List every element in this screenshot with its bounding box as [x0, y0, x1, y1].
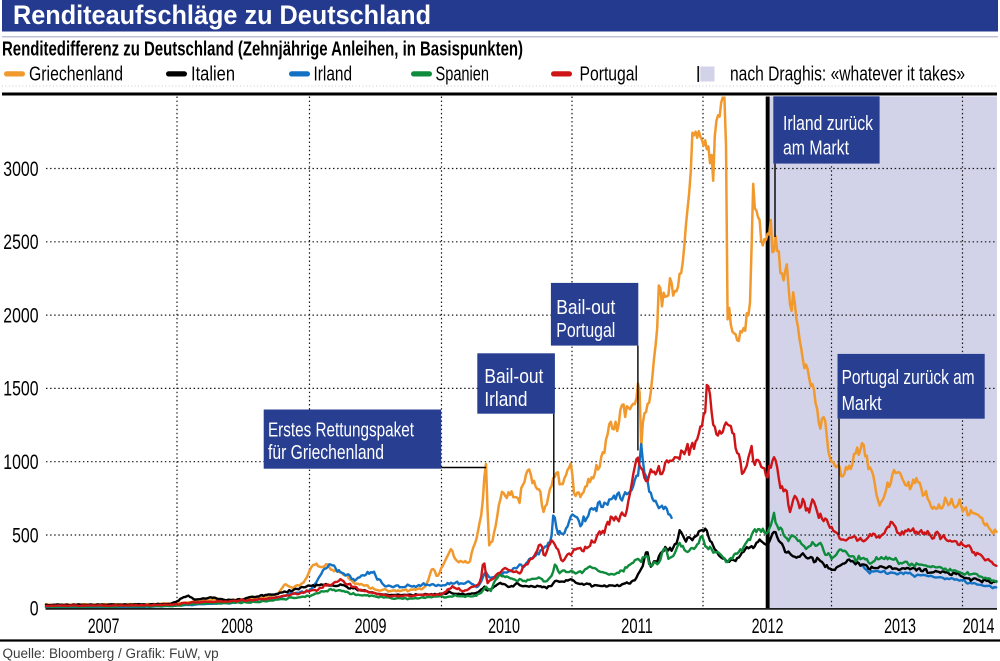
svg-text:Spanien: Spanien — [436, 64, 490, 86]
svg-text:am Markt: am Markt — [783, 137, 849, 160]
svg-text:2012: 2012 — [752, 615, 784, 638]
svg-text:2014: 2014 — [963, 615, 995, 638]
svg-text:2008: 2008 — [221, 615, 253, 638]
svg-text:nach Draghis: «whatever it tak: nach Draghis: «whatever it takes» — [730, 64, 965, 86]
svg-text:500: 500 — [12, 524, 38, 547]
svg-text:3000: 3000 — [3, 158, 38, 181]
svg-text:Portugal zurück am: Portugal zurück am — [842, 366, 975, 389]
svg-text:Portugal: Portugal — [556, 319, 615, 342]
svg-text:Griechenland: Griechenland — [29, 64, 123, 86]
svg-text:0: 0 — [30, 598, 39, 621]
svg-text:Irland zurück: Irland zurück — [783, 112, 874, 135]
svg-text:für Griechenland: für Griechenland — [268, 441, 384, 464]
svg-text:1000: 1000 — [3, 451, 38, 474]
svg-text:2011: 2011 — [621, 615, 653, 638]
svg-text:1500: 1500 — [3, 378, 38, 401]
svg-text:Renditedifferenz zu Deutschlan: Renditedifferenz zu Deutschland (Zehnjäh… — [2, 39, 523, 61]
svg-text:Markt: Markt — [842, 392, 882, 415]
svg-text:Italien: Italien — [191, 64, 235, 86]
svg-text:Bail-out: Bail-out — [556, 296, 615, 319]
svg-text:Renditeaufschläge zu Deutschla: Renditeaufschläge zu Deutschland — [13, 0, 431, 30]
svg-text:2010: 2010 — [488, 615, 520, 638]
svg-text:2013: 2013 — [884, 615, 916, 638]
svg-text:Bail-out: Bail-out — [484, 365, 543, 388]
svg-text:Irland: Irland — [314, 64, 353, 86]
svg-text:Irland: Irland — [484, 388, 527, 411]
svg-text:Quelle: Bloomberg / Grafik: Fu: Quelle: Bloomberg / Grafik: FuW, vp — [3, 646, 219, 661]
svg-text:2009: 2009 — [355, 615, 387, 638]
svg-text:Portugal: Portugal — [580, 64, 639, 86]
svg-text:2007: 2007 — [88, 615, 120, 638]
svg-text:2500: 2500 — [3, 231, 38, 254]
svg-text:2000: 2000 — [3, 304, 38, 327]
svg-text:Erstes Rettungspaket: Erstes Rettungspaket — [268, 419, 414, 442]
